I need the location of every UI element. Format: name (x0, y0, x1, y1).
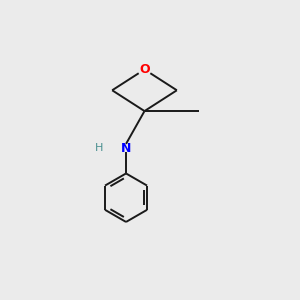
Text: O: O (139, 63, 150, 76)
Text: H: H (95, 143, 104, 153)
Text: N: N (121, 142, 131, 154)
